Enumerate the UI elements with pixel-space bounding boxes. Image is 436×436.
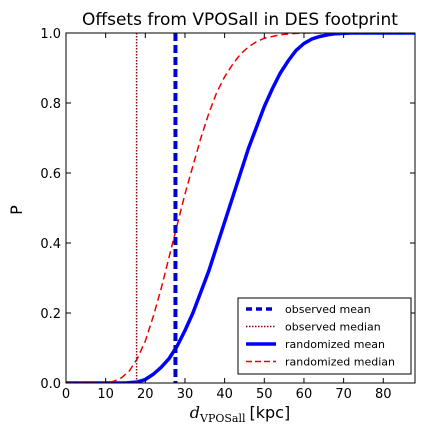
legend-label: randomized median — [285, 356, 395, 369]
y-tick-label: 0.6 — [40, 167, 61, 182]
x-tick-label: 60 — [296, 387, 313, 402]
x-tick-label: 70 — [335, 387, 352, 402]
legend-label: randomized mean — [285, 338, 385, 351]
y-axis-label: P — [7, 205, 26, 215]
axes-frame — [65, 32, 416, 384]
y-tick-label: 1.0 — [40, 27, 61, 42]
legend-label: observed mean — [285, 303, 371, 316]
series-line-randomized-mean — [66, 33, 415, 383]
y-tick-label: 0.4 — [40, 237, 61, 252]
x-tick-label: 10 — [97, 387, 114, 402]
x-tick-label: 40 — [216, 387, 233, 402]
plot-area: 0 10 20 30 40 50 60 70 80 0.0 0.2 0.4 0.6 0.8 1.0 — [40, 27, 416, 402]
x-tick-label: 0 — [62, 387, 70, 402]
x-tick-label: 30 — [177, 387, 194, 402]
x-axis-label-sub: VPOSall — [199, 412, 246, 425]
x-tick-label: 20 — [137, 387, 154, 402]
x-axis-label-main: d — [190, 403, 200, 422]
legend: observed mean observed median randomized m… — [237, 297, 412, 375]
y-tick-label: 0.8 — [40, 97, 61, 112]
series-line-randomized-median — [66, 33, 415, 383]
chart-title: Offsets from VPOSall in DES footprint — [82, 10, 398, 30]
x-tick-label: 50 — [256, 387, 273, 402]
x-tick-label: 80 — [375, 387, 392, 402]
y-tick-label: 0.2 — [40, 307, 61, 322]
x-axis-label-unit: [kpc] — [250, 403, 291, 422]
legend-label: observed median — [285, 321, 381, 334]
y-tick-label: 0.0 — [40, 377, 61, 392]
x-axis-label: dVPOSall [kpc] — [190, 403, 290, 425]
